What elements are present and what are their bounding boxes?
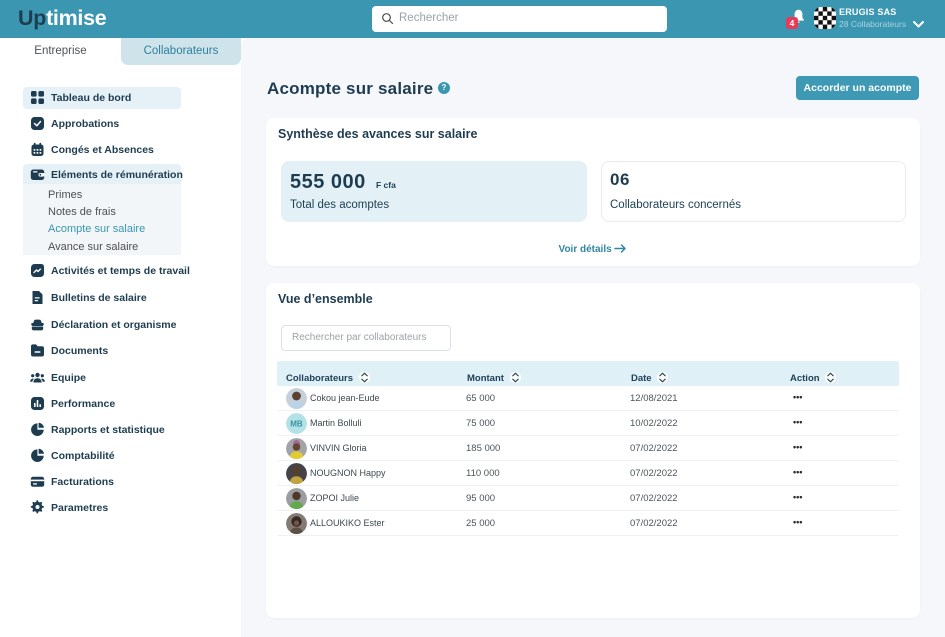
svg-text:MB: MB (290, 420, 303, 429)
